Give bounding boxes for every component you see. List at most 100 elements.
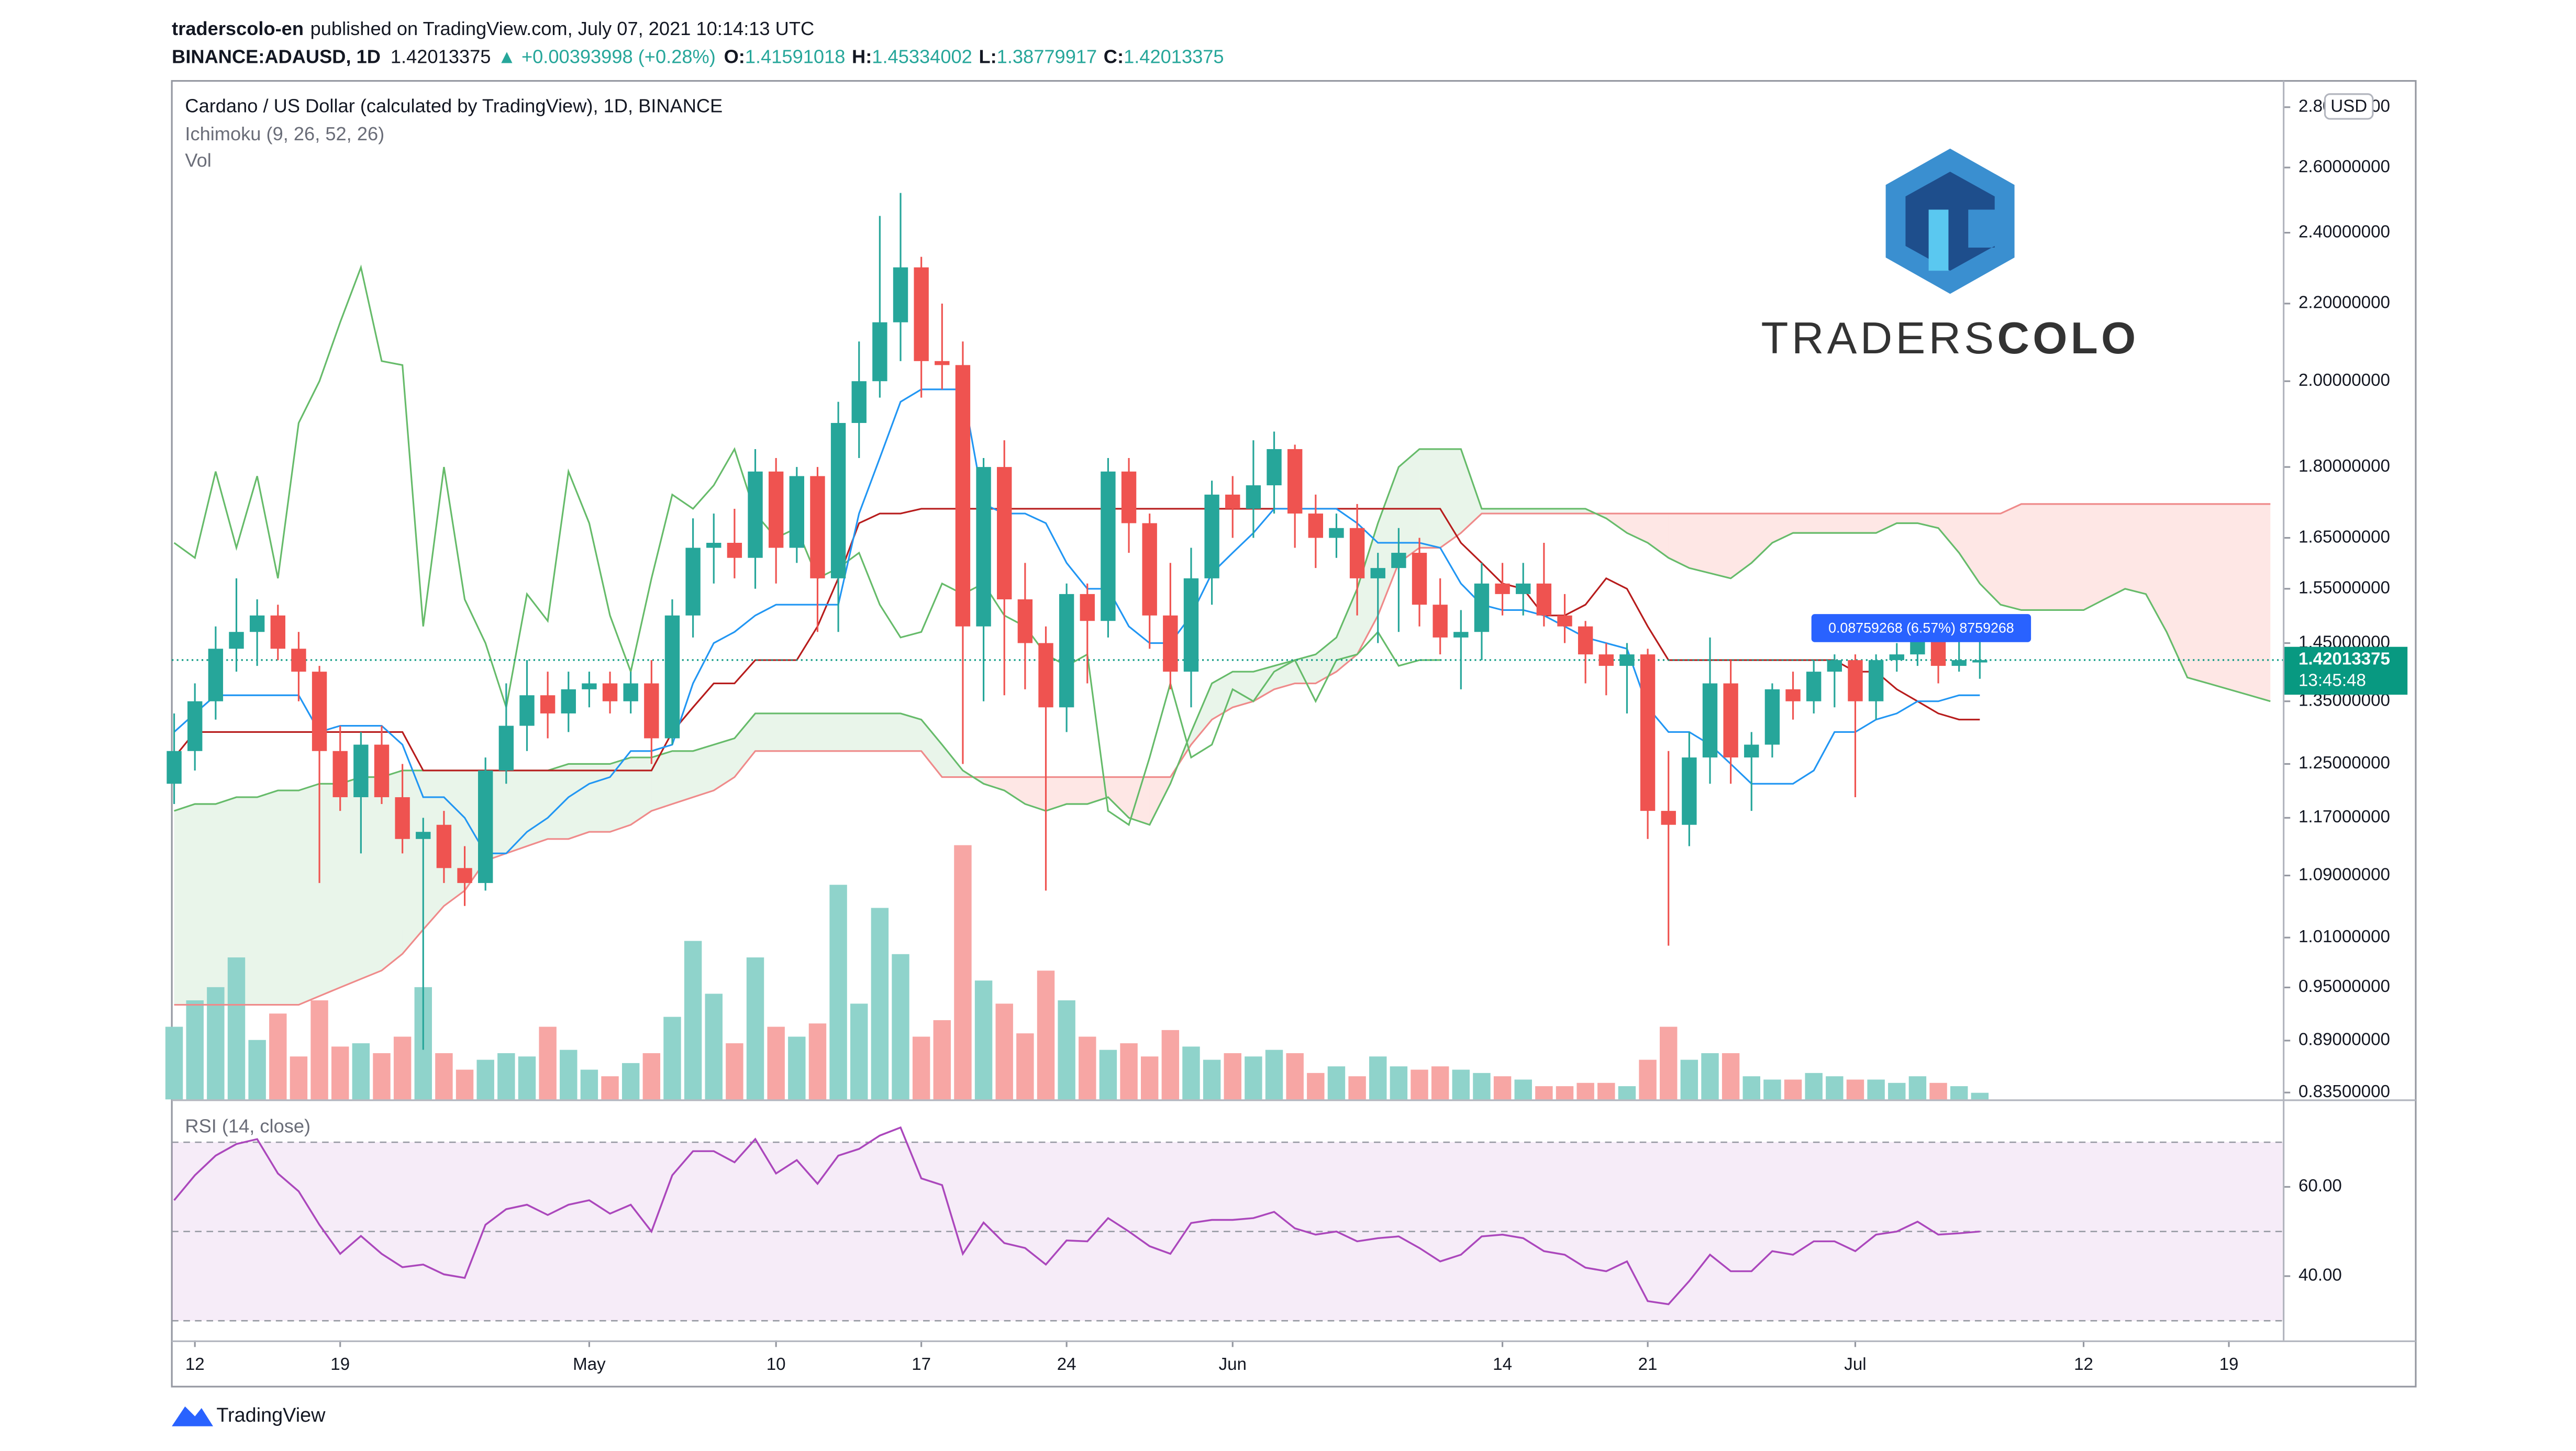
- volume-bar: [1701, 1053, 1719, 1100]
- cloud-fill: [361, 777, 382, 979]
- candle-body: [1163, 615, 1178, 672]
- change: ▲ +0.00393998 (+0.28%): [497, 46, 716, 67]
- symbol: BINANCE:ADAUSD, 1D: [172, 46, 381, 67]
- y-tick-label: 0.95000000: [2299, 977, 2390, 996]
- candle-body: [706, 542, 721, 548]
- candle-body: [395, 797, 410, 839]
- candle-body: [1349, 528, 1365, 578]
- plot-layer: 0.83500000 0.89000000 0.95000000 1.01000000…: [165, 93, 2408, 1374]
- cloud-fill: [1295, 654, 1316, 684]
- y-tick-label: 2.40000000: [2299, 222, 2390, 241]
- y-tick-label: 1.09000000: [2299, 865, 2390, 884]
- footer-text: TradingView: [216, 1404, 326, 1426]
- x-tick-label: 24: [1057, 1355, 1076, 1374]
- cloud-fill: [568, 764, 590, 839]
- cloud-fill: [1398, 449, 1420, 563]
- candle-body: [1578, 626, 1593, 655]
- volume-bar: [1037, 970, 1055, 1100]
- l-label: L:: [979, 46, 996, 67]
- volume-bar: [663, 1017, 681, 1100]
- volume-bar: [518, 1056, 536, 1100]
- volume-bar: [871, 908, 889, 1100]
- cloud-fill: [1751, 514, 1772, 563]
- volume-bar: [539, 1026, 557, 1100]
- cloud-fill: [1336, 588, 1358, 672]
- x-tick-label: 21: [1638, 1355, 1658, 1374]
- y-tick-label: 1.80000000: [2299, 456, 2390, 476]
- cloud-fill: [1004, 777, 1025, 805]
- volume-bar: [1286, 1053, 1304, 1100]
- cloud-fill: [1772, 514, 1793, 543]
- currency-badge: [2324, 93, 2374, 120]
- volume-bar: [1140, 1056, 1159, 1100]
- candle-body: [976, 467, 991, 627]
- volume-bar: [1245, 1056, 1262, 1100]
- candle-body: [872, 322, 887, 382]
- cloud-fill: [423, 770, 444, 930]
- x-tick-label: Jul: [1844, 1355, 1866, 1374]
- candle-body: [1951, 660, 1967, 666]
- chart-frame: [171, 80, 2417, 1388]
- candle-body: [935, 361, 950, 365]
- volume-bar: [1265, 1050, 1283, 1100]
- candle-body: [1370, 568, 1385, 578]
- cloud-fill: [838, 713, 859, 751]
- volume-bar: [1327, 1066, 1346, 1100]
- y-tick-label: 1.17000000: [2299, 807, 2390, 827]
- cloud-fill: [859, 713, 880, 751]
- candle-body: [1827, 660, 1842, 672]
- cloud-fill: [1606, 514, 1627, 533]
- cloud-fill: [2062, 504, 2084, 610]
- rsi-tick-label: 40.00: [2299, 1266, 2342, 1285]
- cloud-fill: [880, 713, 901, 751]
- volume-bar: [1929, 1082, 1947, 1100]
- o-label: O:: [724, 46, 745, 67]
- volume-bar: [1742, 1076, 1760, 1100]
- footer-logo: TradingView: [172, 1404, 326, 1426]
- candle-body: [519, 695, 535, 726]
- publisher: traderscolo-en: [172, 17, 304, 39]
- cloud-fill: [1212, 672, 1233, 720]
- candle-body: [1101, 471, 1116, 621]
- candle-body: [1121, 471, 1137, 523]
- publish-line: traderscolo-en published on TradingView.c…: [172, 17, 814, 39]
- candle-body: [540, 695, 556, 713]
- cloud-fill: [1648, 514, 1669, 558]
- price: 1.42013375: [391, 46, 491, 67]
- logo-bold: COLO: [1997, 314, 2139, 363]
- volume-bar: [1784, 1079, 1802, 1100]
- x-tick-label: 17: [912, 1355, 931, 1374]
- candle-body: [1142, 523, 1157, 616]
- x-tick-label: 14: [1493, 1355, 1512, 1374]
- volume-bar: [974, 980, 993, 1100]
- volume-bar: [1659, 1026, 1678, 1100]
- y-tick-label: 2.60000000: [2299, 157, 2390, 176]
- last-price-box: [2283, 646, 2408, 695]
- volume-bar: [995, 1003, 1013, 1100]
- cloud-fill: [1046, 777, 1067, 811]
- cloud-fill: [1419, 449, 1440, 548]
- candle-body: [1682, 757, 1697, 825]
- candle-body: [1723, 683, 1738, 758]
- cloud-fill: [1357, 523, 1378, 655]
- cloud-fill: [215, 797, 237, 1005]
- candle-body: [1536, 583, 1552, 616]
- cloud-fill: [298, 784, 320, 1005]
- volume-bar: [1120, 1043, 1138, 1100]
- candle-body: [1453, 632, 1469, 638]
- volume-bar: [954, 845, 972, 1100]
- logo-inner: [1905, 171, 1995, 271]
- candle-body: [1287, 449, 1303, 514]
- cloud-fill: [942, 744, 963, 777]
- y-tick-label: 1.25000000: [2299, 753, 2390, 773]
- cloud-fill: [506, 770, 527, 854]
- h-label: H:: [852, 46, 872, 67]
- cloud-fill: [2083, 504, 2105, 610]
- candle-body: [1764, 689, 1780, 745]
- candle-body: [1391, 553, 1406, 568]
- measure-label: 0.08759268 (6.57%) 8759268: [1828, 620, 2014, 636]
- volume-bar: [1161, 1030, 1180, 1100]
- cloud-fill: [1253, 666, 1274, 701]
- volume-bar: [705, 994, 723, 1100]
- volume-bar: [310, 1000, 328, 1100]
